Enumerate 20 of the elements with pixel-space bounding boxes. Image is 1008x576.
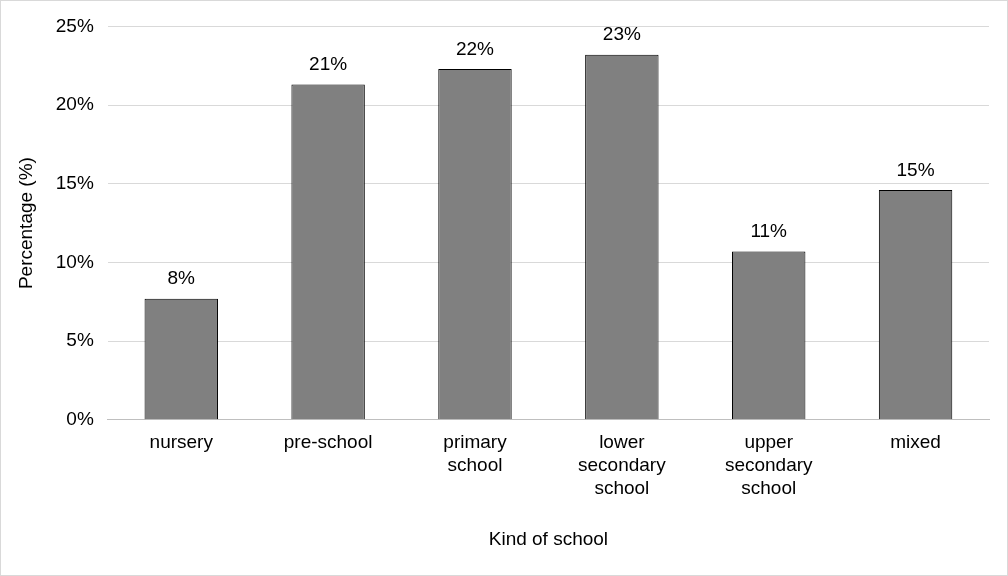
x-tick-label: primary school: [443, 431, 508, 476]
x-tick-label: mixed: [890, 431, 941, 453]
y-tick-label: 25%: [55, 14, 94, 36]
y-tick-label: 20%: [55, 93, 94, 115]
y-tick-label: 15%: [55, 171, 94, 193]
data-label: 23%: [602, 23, 641, 45]
x-tick-label: nursery: [149, 431, 214, 453]
data-label: 15%: [896, 158, 935, 180]
y-tick-label: 0%: [66, 408, 94, 430]
data-label: 21%: [309, 53, 348, 75]
x-tick-label: lower secondary school: [578, 431, 667, 499]
y-tick-label: 10%: [55, 250, 94, 272]
y-axis-title: Percentage (%): [14, 157, 36, 290]
x-axis-title: Kind of school: [488, 527, 609, 549]
y-tick-label: 5%: [66, 329, 94, 351]
x-tick-label: upper secondary school: [724, 431, 814, 499]
data-label: 8%: [167, 267, 196, 289]
data-label: 11%: [750, 220, 788, 242]
x-tick-label: pre-school: [283, 431, 373, 453]
data-label: 22%: [455, 37, 495, 59]
